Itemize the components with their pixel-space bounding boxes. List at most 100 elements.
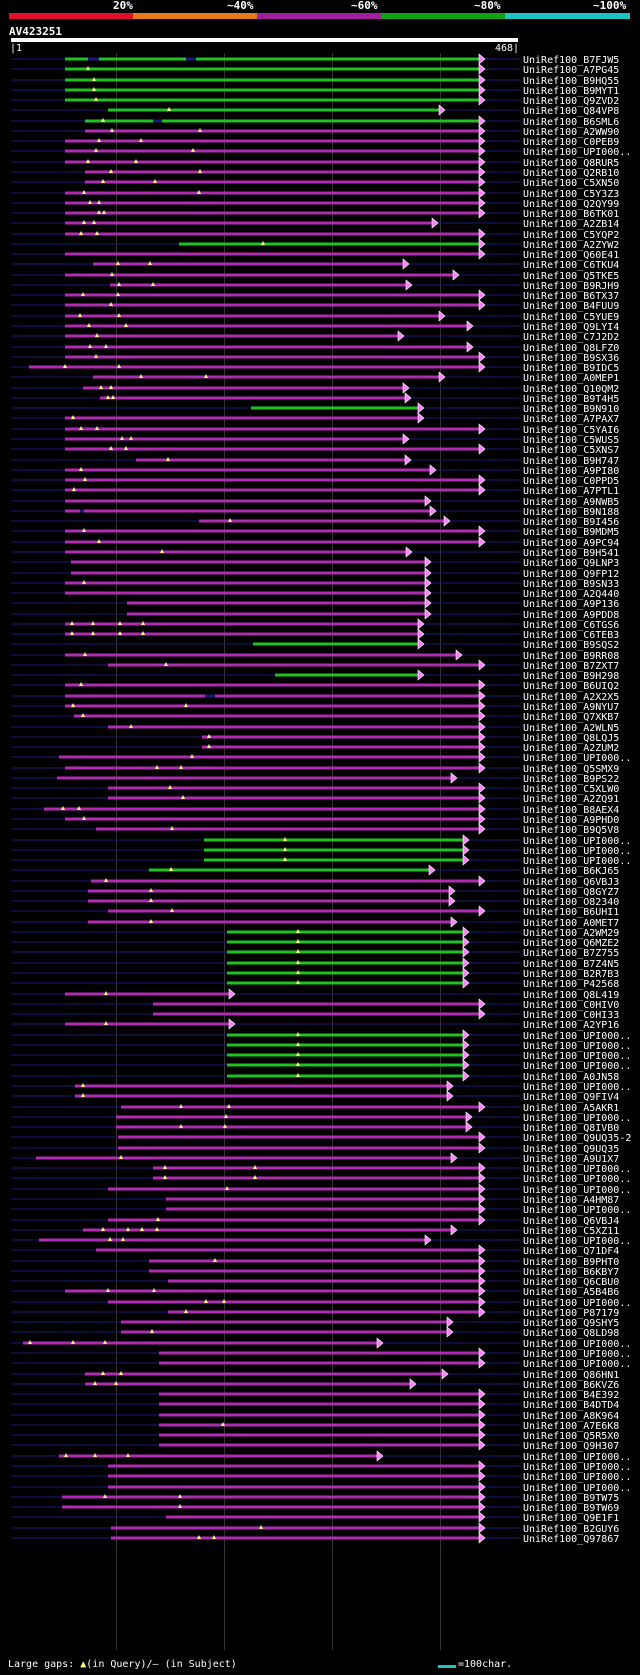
query-gap-marker (95, 333, 99, 337)
query-gap-marker (97, 200, 101, 204)
query-gap-marker (151, 282, 155, 286)
hit-end-arrow (478, 721, 486, 733)
hit-end-arrow (405, 279, 413, 291)
query-gap-marker (81, 292, 85, 296)
hit-name: UniRef100_B6KJ65 (523, 866, 619, 877)
scale-legend-line (438, 1665, 456, 1668)
hit-name: UniRef100_A5B4B6 (523, 1287, 619, 1298)
query-gap-marker (170, 908, 174, 912)
hit-name: UniRef100_Q9LNP3 (523, 558, 619, 569)
hit-end-arrow (450, 916, 458, 928)
hit-name: UniRef100_UPI000.. (523, 1205, 631, 1216)
query-gap-marker (198, 169, 202, 173)
hit-name: UniRef100_B9N910 (523, 404, 619, 415)
hit-end-arrow (478, 536, 486, 548)
hit-name: UniRef100_B9MDM5 (523, 527, 619, 538)
query-gap-marker (149, 898, 153, 902)
hit-end-arrow (417, 618, 425, 630)
hit-end-arrow (478, 115, 486, 127)
query-gap-marker (79, 682, 83, 686)
hit-end-arrow (417, 628, 425, 640)
hit-end-arrow (478, 1214, 486, 1226)
hit-end-arrow (417, 412, 425, 424)
hit-end-arrow (478, 207, 486, 219)
query-gap-marker (92, 87, 96, 91)
hit-end-arrow (376, 1450, 384, 1462)
hit-name: UniRef100_UPI000.. (523, 1452, 631, 1463)
query-gap-marker (108, 1237, 112, 1241)
query-gap-marker (88, 344, 92, 348)
hit-end-arrow (478, 176, 486, 188)
query-gap-marker (212, 1535, 216, 1539)
query-gap-marker (116, 292, 120, 296)
hit-name: UniRef100_Q8LD98 (523, 1328, 619, 1339)
hit-end-arrow (478, 1285, 486, 1297)
query-gap-marker (81, 1083, 85, 1087)
hit-name: UniRef100_Q7XKB7 (523, 712, 619, 723)
hit-name: UniRef100_O82340 (523, 897, 619, 908)
hit-name: UniRef100_C5YUE9 (523, 312, 619, 323)
pct-label-80: ~80% (474, 0, 501, 12)
hit-name: UniRef100_UPI000.. (523, 1031, 631, 1042)
query-gap-marker (179, 1124, 183, 1128)
hit-name: UniRef100_UPI000.. (523, 1051, 631, 1062)
hit-name: UniRef100_B9TW75 (523, 1493, 619, 1504)
hit-name: UniRef100_B6TX37 (523, 291, 619, 302)
hit-name: UniRef100_Q2QY99 (523, 199, 619, 210)
query-gap-marker (139, 374, 143, 378)
query-gap-marker (82, 528, 86, 532)
hit-end-arrow (228, 988, 236, 1000)
hit-name: UniRef100_UPI000.. (523, 1359, 631, 1370)
hit-end-arrow (478, 1172, 486, 1184)
hit-name: UniRef100_C6TKU4 (523, 260, 619, 271)
hit-name: UniRef100_C5YQP2 (523, 230, 619, 241)
hit-end-arrow (402, 258, 410, 270)
hit-name: UniRef100_B4FUU9 (523, 301, 619, 312)
query-gap-icon: ▲ (80, 1659, 87, 1670)
hit-end-arrow (478, 700, 486, 712)
query-gap-marker (119, 1155, 123, 1159)
query-gap-marker (184, 703, 188, 707)
hit-name: UniRef100_A5AKR1 (523, 1103, 619, 1114)
hit-end-arrow (478, 1460, 486, 1472)
hit-end-arrow (462, 926, 470, 938)
hit-end-arrow (429, 464, 437, 476)
hit-name: UniRef100_UPI000.. (523, 1082, 631, 1093)
query-gap-marker (72, 487, 76, 491)
hit-name: UniRef100_C0HI33 (523, 1010, 619, 1021)
hit-name: UniRef100_A9PC94 (523, 538, 619, 549)
query-gap-marker (82, 816, 86, 820)
query-gap-marker (149, 888, 153, 892)
hit-end-arrow (478, 1511, 486, 1523)
hit-name: UniRef100_C6TGS6 (523, 620, 619, 631)
footer-legend: Large gaps: ▲(in Query)/— (in Subject) (8, 1659, 237, 1671)
query-gap-marker (70, 621, 74, 625)
hit-name: UniRef100_B9TW69 (523, 1503, 619, 1514)
query-end-label: 468| (495, 43, 520, 54)
hit-name: UniRef100_C6TEB3 (523, 630, 619, 641)
hit-end-arrow (478, 74, 486, 86)
query-gap-marker (261, 241, 265, 245)
hit-end-arrow (478, 998, 486, 1010)
hit-name: UniRef100_Q9UQ35 (523, 1144, 619, 1155)
pct-bar-orange (133, 13, 257, 19)
hit-end-arrow (478, 1429, 486, 1441)
hit-name: UniRef100_UPI000.. (523, 1041, 631, 1052)
hit-end-arrow (478, 484, 486, 496)
query-gap-marker (124, 323, 128, 327)
scale-legend-text: =100char. (458, 1659, 513, 1670)
query-bar (11, 38, 518, 42)
hit-name: UniRef100_A0JN58 (523, 1072, 619, 1083)
query-gap-marker (155, 1227, 159, 1231)
query-gap-marker (71, 703, 75, 707)
hit-name: UniRef100_Q2RB10 (523, 168, 619, 179)
hit-end-arrow (404, 392, 412, 404)
hit-end-arrow (478, 1203, 486, 1215)
query-gap-marker (164, 662, 168, 666)
query-gap-marker (86, 66, 90, 70)
hit-end-arrow (431, 217, 439, 229)
query-gap-marker (197, 1535, 201, 1539)
hit-end-arrow (478, 187, 486, 199)
hit-name: UniRef100_UPI000.. (523, 1185, 631, 1196)
